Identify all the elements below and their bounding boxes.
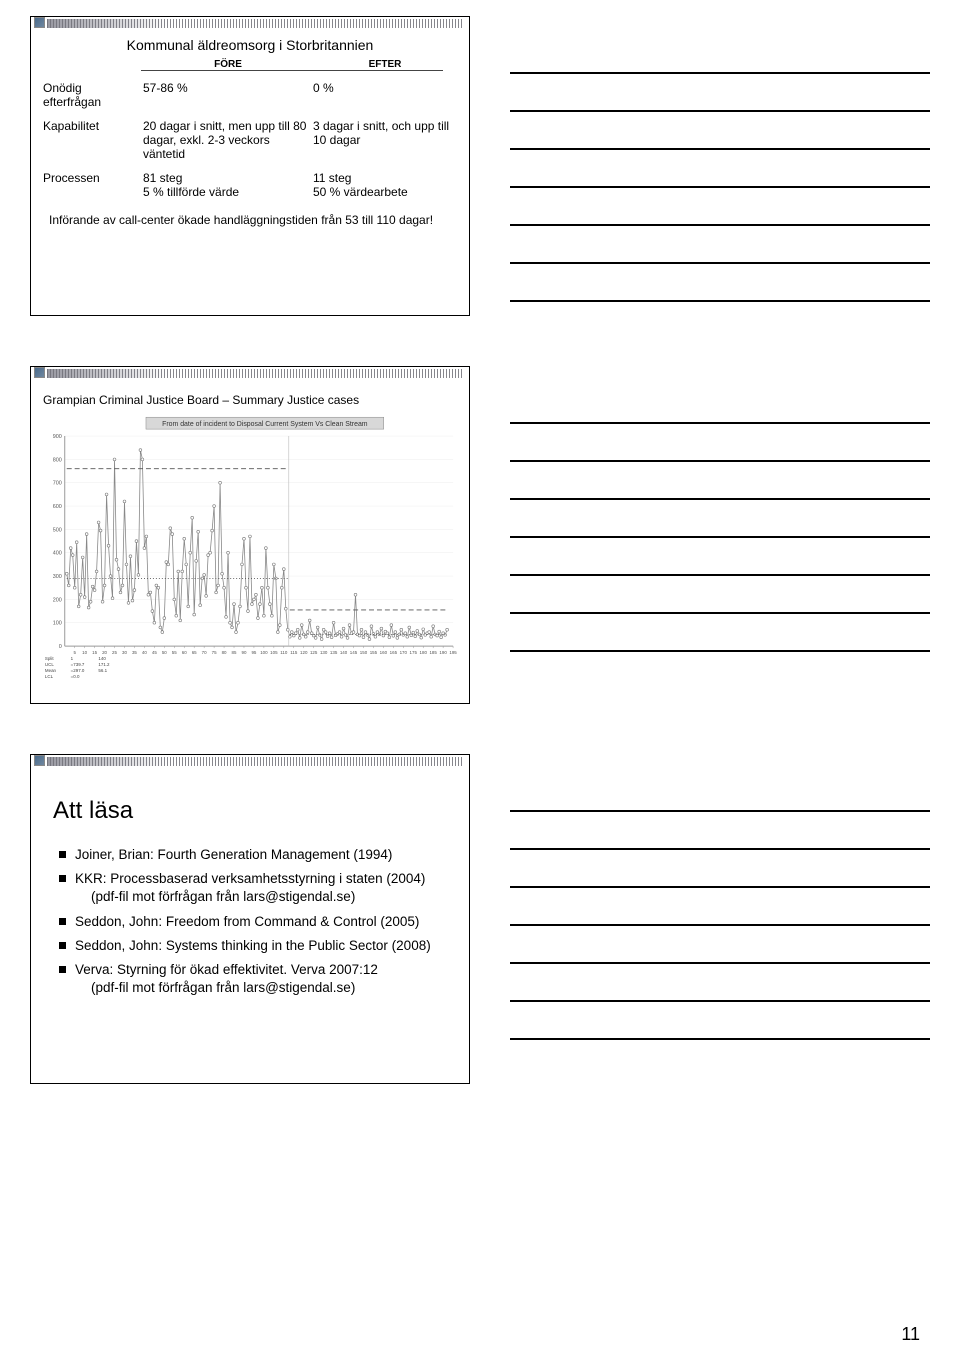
svg-text:125: 125 <box>310 650 318 655</box>
table-row: Kapabilitet20 dagar i snitt, men upp til… <box>31 109 469 161</box>
svg-text:30: 30 <box>122 650 127 655</box>
row-label: Onödig efterfrågan <box>43 81 143 109</box>
svg-text:100: 100 <box>260 650 268 655</box>
svg-text:25: 25 <box>112 650 117 655</box>
svg-text:35: 35 <box>132 650 137 655</box>
svg-text:Split: Split <box>45 656 54 661</box>
svg-text:110: 110 <box>280 650 288 655</box>
svg-text:171.2: 171.2 <box>98 662 110 667</box>
row-efter: 3 dagar i snitt, och upp till 10 dagar <box>313 119 457 161</box>
notes-lines-3 <box>470 754 930 1084</box>
slide1-header: FÖRE EFTER <box>31 59 469 70</box>
list-item-sub: (pdf-fil mot förfrågan från lars@stigend… <box>75 980 355 995</box>
slide-titlebar <box>31 755 469 769</box>
chart-caption: Grampian Criminal Justice Board – Summar… <box>31 387 469 411</box>
list-item: Seddon, John: Freedom from Command & Con… <box>59 910 445 934</box>
row-fore: 57-86 % <box>143 81 313 109</box>
svg-text:190: 190 <box>439 650 447 655</box>
svg-text:56.1: 56.1 <box>98 668 107 673</box>
svg-text:800: 800 <box>53 457 62 463</box>
run-chart: From date of incident to Disposal Curren… <box>37 413 463 683</box>
svg-text:115: 115 <box>290 650 298 655</box>
svg-text:40: 40 <box>142 650 147 655</box>
svg-text:135: 135 <box>330 650 338 655</box>
svg-text:75: 75 <box>212 650 217 655</box>
svg-text:=297.0: =297.0 <box>71 668 85 673</box>
svg-text:165: 165 <box>390 650 398 655</box>
svg-text:=739.7: =739.7 <box>71 662 85 667</box>
slide-titlebar <box>31 367 469 381</box>
svg-text:Mean: Mean <box>45 668 57 673</box>
reading-list: Joiner, Brian: Fourth Generation Managem… <box>31 843 469 1001</box>
svg-text:From date of incident to Dispo: From date of incident to Disposal Curren… <box>162 421 368 428</box>
svg-text:20: 20 <box>102 650 107 655</box>
svg-text:65: 65 <box>192 650 197 655</box>
svg-text:15: 15 <box>92 650 97 655</box>
svg-text:145: 145 <box>350 650 358 655</box>
svg-text:200: 200 <box>53 597 62 603</box>
svg-text:185: 185 <box>429 650 437 655</box>
svg-text:195: 195 <box>449 650 457 655</box>
header-efter: EFTER <box>313 59 457 70</box>
svg-text:170: 170 <box>400 650 408 655</box>
svg-text:180: 180 <box>420 650 428 655</box>
svg-text:60: 60 <box>182 650 187 655</box>
header-fore: FÖRE <box>143 59 313 70</box>
list-item: Seddon, John: Systems thinking in the Pu… <box>59 934 445 958</box>
svg-text:95: 95 <box>251 650 256 655</box>
svg-text:85: 85 <box>232 650 237 655</box>
svg-text:90: 90 <box>242 650 247 655</box>
svg-text:0: 0 <box>59 644 62 650</box>
slide3-title: Att läsa <box>31 775 469 843</box>
svg-text:140: 140 <box>98 656 106 661</box>
svg-text:105: 105 <box>270 650 278 655</box>
svg-text:900: 900 <box>53 434 62 440</box>
row-label: Processen <box>43 171 143 199</box>
svg-text:700: 700 <box>53 481 62 487</box>
row-fore: 20 dagar i snitt, men upp till 80 dagar,… <box>143 119 313 161</box>
svg-text:160: 160 <box>380 650 388 655</box>
row-fore: 81 steg 5 % tillförde värde <box>143 171 313 199</box>
svg-text:=0.0: =0.0 <box>71 674 80 679</box>
notes-lines-1 <box>470 16 930 316</box>
notes-lines-2 <box>470 366 930 704</box>
svg-text:55: 55 <box>172 650 177 655</box>
svg-text:600: 600 <box>53 504 62 510</box>
svg-text:155: 155 <box>370 650 378 655</box>
list-item: KKR: Processbaserad verksamhetsstyrning … <box>59 867 445 909</box>
slide-titlebar <box>31 17 469 31</box>
svg-text:50: 50 <box>162 650 167 655</box>
slide-eldercare: Kommunal äldreomsorg i Storbritannien FÖ… <box>30 16 470 316</box>
table-row: Onödig efterfrågan57-86 %0 % <box>31 71 469 109</box>
slide1-note: Införande av call-center ökade handläggn… <box>31 199 469 227</box>
svg-text:300: 300 <box>53 574 62 580</box>
svg-text:UCL: UCL <box>45 662 54 667</box>
list-item-sub: (pdf-fil mot förfrågan från lars@stigend… <box>75 889 355 904</box>
list-item: Joiner, Brian: Fourth Generation Managem… <box>59 843 445 867</box>
row-efter: 11 steg 50 % värdearbete <box>313 171 457 199</box>
svg-text:140: 140 <box>340 650 348 655</box>
svg-text:130: 130 <box>320 650 328 655</box>
row-efter: 0 % <box>313 81 457 109</box>
svg-text:120: 120 <box>300 650 308 655</box>
svg-text:175: 175 <box>410 650 418 655</box>
list-item: Verva: Styrning för ökad effektivitet. V… <box>59 958 445 1000</box>
svg-text:45: 45 <box>152 650 157 655</box>
svg-text:500: 500 <box>53 527 62 533</box>
table-row: Processen81 steg 5 % tillförde värde11 s… <box>31 161 469 199</box>
svg-text:400: 400 <box>53 551 62 557</box>
slide-reading: Att läsa Joiner, Brian: Fourth Generatio… <box>30 754 470 1084</box>
page-number: 11 <box>901 1324 920 1345</box>
slide1-title: Kommunal äldreomsorg i Storbritannien <box>31 37 469 53</box>
svg-text:10: 10 <box>82 650 87 655</box>
svg-text:150: 150 <box>360 650 368 655</box>
svg-text:LCL: LCL <box>45 674 54 679</box>
svg-text:70: 70 <box>202 650 207 655</box>
row-label: Kapabilitet <box>43 119 143 161</box>
svg-text:100: 100 <box>53 621 62 627</box>
svg-text:80: 80 <box>222 650 227 655</box>
slide-chart: Grampian Criminal Justice Board – Summar… <box>30 366 470 704</box>
